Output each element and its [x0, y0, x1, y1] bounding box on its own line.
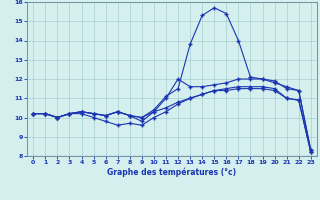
- X-axis label: Graphe des températures (°c): Graphe des températures (°c): [108, 168, 236, 177]
